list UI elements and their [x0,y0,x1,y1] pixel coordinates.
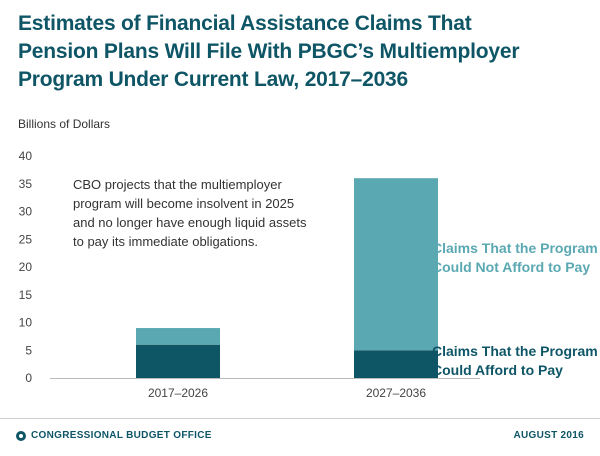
units-label: Billions of Dollars [18,117,111,131]
legend-label: Could Not Afford to Pay [432,259,590,275]
bar-segment [354,178,438,351]
footer-org-text: CONGRESSIONAL BUDGET OFFICE [31,430,212,441]
y-tick-label: 15 [19,288,33,302]
legend: Claims That the Program Could Not Afford … [432,240,598,378]
chart-title: Estimates of Financial Assistance Claims… [18,10,538,94]
title-line-3: Program Under Current Law, 2017–2036 [18,68,409,91]
footer-date: AUGUST 2016 [513,430,584,441]
annotation: CBO projects that the multiemployer prog… [73,177,307,249]
y-tick-label: 5 [25,343,32,357]
footer-divider [0,418,600,419]
annotation-line-4: to pay its immediate obligations. [73,234,258,249]
legend-label: Claims That the Program [432,240,598,256]
cbo-logo-icon [16,430,26,441]
x-category-label: 2027–2036 [366,386,426,400]
bar-chart: 0 5 10 15 20 25 30 35 40 2017–2026 2027–2036 CBO … [19,149,598,400]
legend-label: Claims That the Program [432,343,598,359]
y-tick-label: 25 [19,232,33,246]
y-tick-label: 40 [19,149,33,163]
bar-segment [136,328,220,345]
y-tick-label: 20 [19,260,33,274]
annotation-line-1: CBO projects that the multiemployer [73,177,282,192]
y-axis: 0 5 10 15 20 25 30 35 40 [19,149,33,385]
annotation-line-3: and no longer have enough liquid assets [73,215,307,230]
legend-label: Could Afford to Pay [432,362,563,378]
x-category-label: 2017–2026 [148,386,208,400]
title-line-2: Pension Plans Will File With PBGC’s Mult… [18,40,520,63]
y-tick-label: 35 [19,177,33,191]
bar-segment [136,344,220,378]
y-tick-label: 10 [19,316,33,330]
title-line-1: Estimates of Financial Assistance Claims… [18,12,472,35]
y-tick-label: 0 [25,371,32,385]
annotation-line-2: program will become insolvent in 2025 [73,196,294,211]
bars [136,178,438,378]
bar-segment [354,350,438,378]
category-labels: 2017–2026 2027–2036 [148,386,426,400]
y-tick-label: 30 [19,205,33,219]
footer-org: CONGRESSIONAL BUDGET OFFICE [16,430,212,441]
